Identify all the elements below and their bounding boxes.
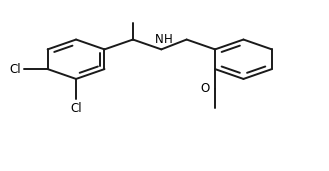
- Text: O: O: [201, 82, 210, 95]
- Text: Cl: Cl: [9, 63, 21, 76]
- Text: N: N: [155, 33, 164, 46]
- Text: H: H: [164, 33, 172, 46]
- Text: Cl: Cl: [70, 102, 82, 115]
